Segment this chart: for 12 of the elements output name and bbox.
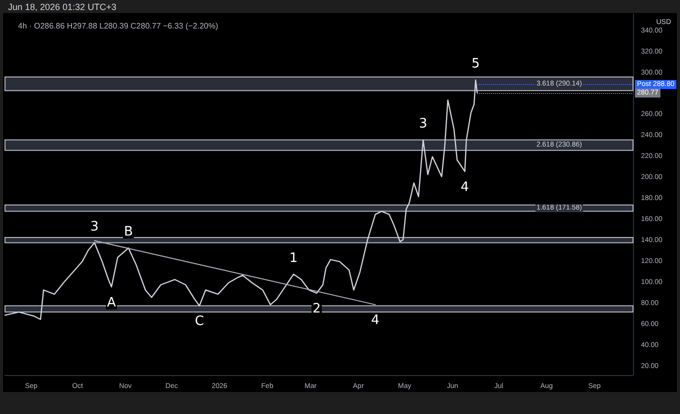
annotation: B bbox=[124, 224, 133, 240]
annotation: A bbox=[107, 295, 116, 310]
annotation: 3 bbox=[90, 219, 99, 234]
text: 4h · O286.86 H297.88 L280.39 C280.77 −6.33 (−2.20%) bbox=[18, 22, 218, 30]
annotation: 5 bbox=[471, 56, 480, 72]
annotation: 4 bbox=[460, 180, 469, 195]
chart-subtitle: Jun 18, 2026 01:32 UTC+3 bbox=[8, 2, 116, 12]
annotation: 1 bbox=[289, 250, 298, 266]
annotation: C bbox=[194, 314, 204, 330]
annotation: 3 bbox=[419, 116, 428, 132]
annotation: 4 bbox=[371, 313, 380, 328]
annotation: 2 bbox=[312, 302, 321, 317]
